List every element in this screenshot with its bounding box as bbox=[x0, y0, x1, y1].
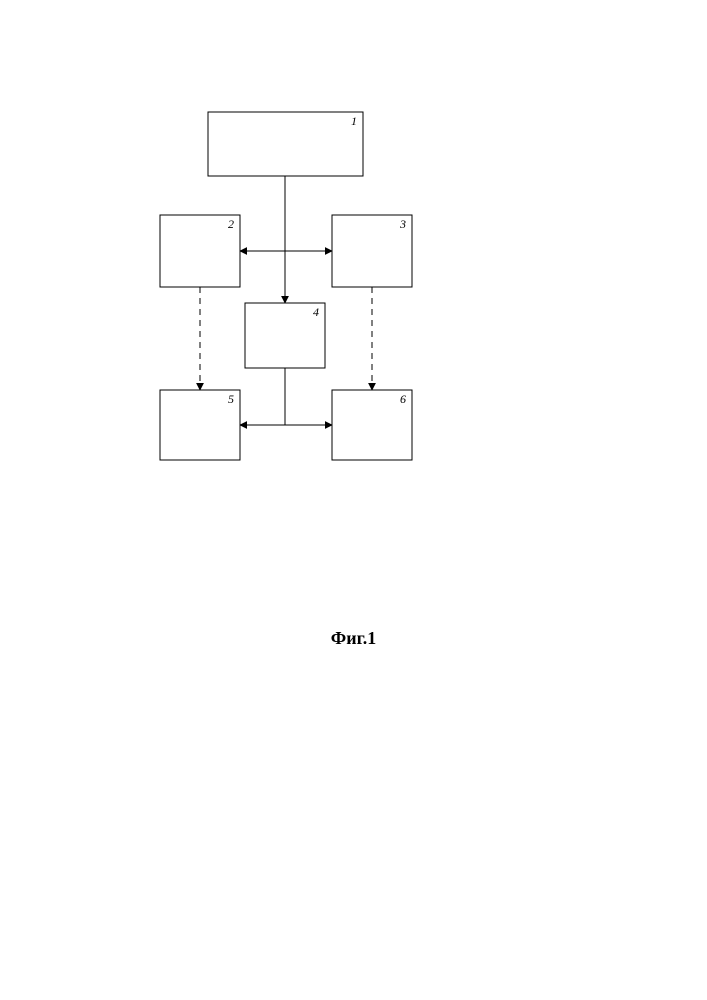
node-label-4: 4 bbox=[313, 305, 319, 319]
node-label-2: 2 bbox=[228, 217, 234, 231]
node-label-5: 5 bbox=[228, 392, 234, 406]
node-label-1: 1 bbox=[351, 114, 357, 128]
node-label-6: 6 bbox=[400, 392, 406, 406]
node-box-1 bbox=[208, 112, 363, 176]
node-label-3: 3 bbox=[399, 217, 406, 231]
figure-caption: Фиг.1 bbox=[0, 628, 707, 649]
